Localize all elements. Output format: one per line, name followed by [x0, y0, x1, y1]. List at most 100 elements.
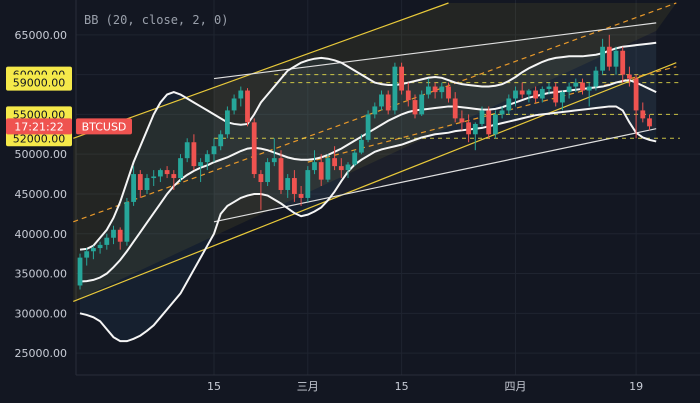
candle-body	[91, 248, 96, 252]
candle-body	[171, 174, 177, 179]
candle-body	[586, 86, 592, 91]
candle-body	[539, 88, 545, 99]
countdown-badge	[6, 118, 72, 135]
candle-body	[218, 134, 224, 147]
candle-body	[486, 110, 492, 135]
candle-body	[305, 170, 311, 198]
horizontal-levels	[214, 74, 680, 139]
candle-body	[419, 94, 425, 115]
candle-body	[593, 70, 599, 87]
candle-body	[392, 66, 398, 111]
candle-body	[151, 176, 157, 179]
candle-body	[271, 158, 277, 163]
candle-body	[446, 86, 451, 99]
candle-body	[312, 162, 317, 171]
candle-body	[238, 90, 244, 99]
candle-body	[231, 98, 237, 111]
candle-body	[97, 244, 103, 249]
candle-body	[385, 94, 391, 111]
level-badge-text: 55000.00	[13, 108, 66, 121]
time-tick-label: 15	[207, 380, 221, 393]
candle-body	[225, 110, 230, 135]
candle-body	[405, 90, 411, 101]
candle-body	[352, 152, 358, 165]
candle-body	[472, 123, 478, 135]
candle-body	[258, 174, 264, 183]
range-top-line	[213, 22, 657, 80]
candle-body	[412, 100, 418, 115]
candle-body	[144, 178, 150, 190]
candle-body	[627, 74, 632, 79]
time-axis[interactable]: 15 三月 15 四月 19	[207, 380, 643, 393]
time-tick-label: 19	[629, 380, 643, 393]
candle-body	[318, 162, 324, 180]
candle-body	[640, 110, 646, 119]
candle-body	[452, 98, 458, 119]
time-tick-label: 15	[395, 380, 409, 393]
indicator-label[interactable]: BB (20, close, 2, 0)	[84, 13, 229, 27]
candle-body	[466, 122, 471, 135]
candle-body	[379, 94, 384, 107]
countdown-text: 17:21:22	[14, 120, 63, 133]
candle-body	[580, 82, 585, 91]
candle-body	[499, 110, 505, 115]
candle-body	[191, 142, 197, 167]
bollinger-upper-line	[79, 41, 657, 251]
candle-body	[338, 166, 344, 171]
candle-body	[245, 90, 250, 123]
candle-body	[533, 90, 538, 99]
symbol-text: BTCUSD	[82, 120, 127, 133]
level-badge	[6, 74, 72, 91]
candle-body	[426, 86, 431, 95]
candle-body	[198, 162, 203, 167]
candle-body	[513, 90, 518, 99]
candle-body	[553, 86, 559, 103]
candle-body	[359, 139, 364, 153]
candle-body	[647, 118, 652, 127]
candle-body	[298, 193, 304, 198]
candle-body	[613, 50, 619, 67]
candle-body	[178, 158, 183, 179]
candle-body	[439, 86, 445, 93]
candle-body	[526, 90, 532, 95]
candle-body	[546, 86, 552, 89]
candle-body	[566, 86, 572, 93]
candle-body	[573, 82, 579, 87]
candle-body	[117, 229, 123, 242]
lower-channel-line	[73, 62, 677, 302]
candle-body	[104, 237, 110, 245]
price-tick-label: 45000.00	[15, 188, 68, 201]
candle-body	[332, 158, 337, 167]
candle-body	[506, 98, 512, 111]
candle-body	[325, 158, 331, 180]
candle-body	[265, 162, 270, 183]
upper-channel-line	[73, 2, 449, 139]
candle-body	[124, 201, 130, 242]
candle-body	[372, 106, 378, 115]
candle-body	[77, 257, 83, 286]
candle-body	[292, 178, 297, 194]
candle-body	[131, 174, 136, 202]
range-bottom-line	[213, 128, 657, 223]
candle-body	[137, 174, 143, 190]
range-channel-fill	[214, 22, 657, 222]
candle-body	[560, 92, 565, 103]
candle-body	[493, 114, 498, 135]
candle-body	[251, 122, 257, 175]
candle-body	[184, 142, 190, 159]
candle-body	[459, 118, 465, 123]
level-badge-text: 59000.00	[13, 77, 66, 90]
candle-body	[84, 251, 90, 258]
candle-body	[399, 66, 404, 91]
candle-body	[211, 146, 217, 155]
candle-body	[432, 86, 438, 93]
candle-body	[620, 50, 626, 75]
price-tick-label: 40000.00	[15, 228, 68, 241]
band-fill	[80, 42, 657, 342]
candle-body	[600, 46, 605, 71]
level-badge-text: 52000.00	[13, 132, 66, 145]
price-tick-label: 50000.00	[15, 148, 68, 161]
candle-body	[606, 46, 612, 67]
